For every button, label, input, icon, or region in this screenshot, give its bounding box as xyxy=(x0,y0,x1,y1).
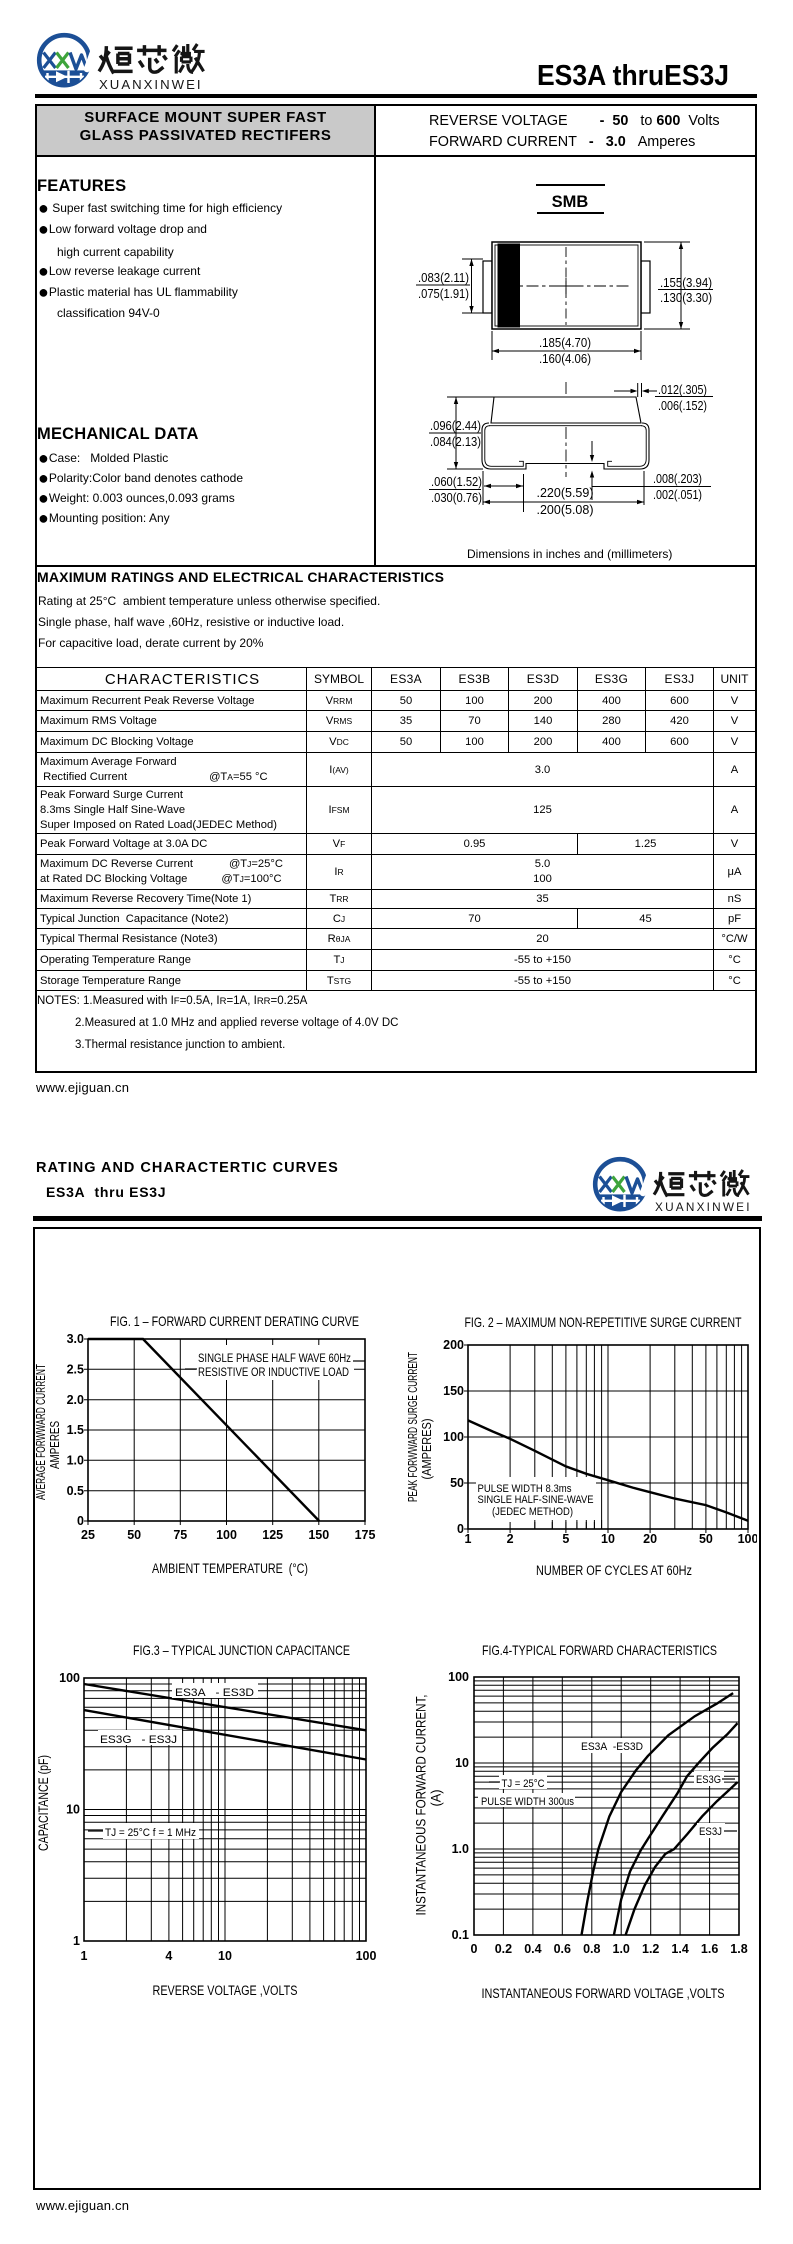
svg-text:100: 100 xyxy=(59,1671,80,1685)
svg-text:10: 10 xyxy=(66,1803,80,1817)
svg-text:.075(1.91): .075(1.91) xyxy=(418,287,469,301)
svg-text:100: 100 xyxy=(356,1949,377,1963)
svg-text:ES3G - ES3J: ES3G - ES3J xyxy=(100,1734,177,1746)
svg-text:(A): (A) xyxy=(429,1790,444,1807)
svg-text:ES3A - ES3D: ES3A - ES3D xyxy=(175,1687,254,1699)
svg-text:SINGLE HALF-SINE-WAVE: SINGLE HALF-SINE-WAVE xyxy=(478,1494,594,1506)
svg-text:FIG. 2 – MAXIMUM NON-REPETITIV: FIG. 2 – MAXIMUM NON-REPETITIVE SURGE CU… xyxy=(465,1314,742,1330)
svg-text:FIG.3 – TYPICAL JUNCTION CAPAC: FIG.3 – TYPICAL JUNCTION CAPACITANCE xyxy=(133,1642,350,1658)
svg-text:INSTANTANEOUS FORWARD VOLTAGE: INSTANTANEOUS FORWARD VOLTAGE ,VOLTS xyxy=(482,1986,725,2001)
svg-text:.060(1.52): .060(1.52) xyxy=(431,475,482,489)
svg-text:.185(4.70): .185(4.70) xyxy=(539,336,591,350)
svg-text:0.2: 0.2 xyxy=(495,1942,512,1956)
svg-text:0: 0 xyxy=(457,1522,464,1536)
svg-text:100: 100 xyxy=(448,1670,469,1684)
svg-text:10: 10 xyxy=(218,1949,232,1963)
svg-text:0: 0 xyxy=(471,1942,478,1956)
svg-text:SMB: SMB xyxy=(552,193,589,211)
svg-text:XUANXINWEI: XUANXINWEI xyxy=(99,77,203,92)
svg-text:20: 20 xyxy=(643,1532,657,1546)
svg-text:.130(3.30): .130(3.30) xyxy=(660,291,712,305)
svg-text:ES3A thruES3J: ES3A thruES3J xyxy=(537,60,729,92)
svg-text:1.6: 1.6 xyxy=(701,1942,718,1956)
svg-text:25: 25 xyxy=(81,1528,95,1542)
svg-text:ES3J: ES3J xyxy=(699,1826,722,1838)
svg-text:.220(5.59): .220(5.59) xyxy=(537,486,594,500)
svg-text:5: 5 xyxy=(562,1532,569,1546)
svg-text:(JEDEC METHOD): (JEDEC METHOD) xyxy=(492,1506,573,1518)
svg-text:150: 150 xyxy=(443,1384,464,1398)
svg-text:TJ = 25°C: TJ = 25°C xyxy=(502,1778,545,1790)
svg-text:0.4: 0.4 xyxy=(524,1942,541,1956)
svg-text:PEAK FORWWARD SURGE CURRENT: PEAK FORWWARD SURGE CURRENT xyxy=(405,1352,420,1502)
svg-text:.002(.051): .002(.051) xyxy=(653,488,702,502)
svg-text:.012(.305): .012(.305) xyxy=(658,383,707,397)
svg-text:NUMBER OF CYCLES AT 60Hz: NUMBER OF CYCLES AT 60Hz xyxy=(536,1563,692,1578)
svg-text:PULSE WIDTH 300us: PULSE WIDTH 300us xyxy=(481,1796,574,1808)
svg-text:100: 100 xyxy=(738,1532,757,1546)
svg-text:REVERSE VOLTAGE ,VOLTS: REVERSE VOLTAGE ,VOLTS xyxy=(153,1983,298,1998)
svg-text:2.0: 2.0 xyxy=(67,1393,84,1407)
svg-text:0.5: 0.5 xyxy=(67,1484,84,1498)
svg-text:AVERAGE FORWWARD CURRENT: AVERAGE FORWWARD CURRENT xyxy=(35,1364,48,1500)
svg-text:0.6: 0.6 xyxy=(554,1942,571,1956)
svg-text:100: 100 xyxy=(443,1430,464,1444)
svg-text:0: 0 xyxy=(77,1514,84,1528)
svg-text:150: 150 xyxy=(308,1528,329,1542)
svg-text:1.5: 1.5 xyxy=(67,1423,84,1437)
svg-text:10: 10 xyxy=(455,1756,469,1770)
svg-text:1: 1 xyxy=(73,1934,80,1948)
svg-text:2: 2 xyxy=(507,1532,514,1546)
svg-text:.030(0.76): .030(0.76) xyxy=(431,491,482,505)
svg-text:ES3A -ES3D: ES3A -ES3D xyxy=(581,1741,643,1753)
svg-text:100: 100 xyxy=(216,1528,237,1542)
svg-text:0.1: 0.1 xyxy=(452,1928,469,1942)
svg-text:CAPACITANCE (pF): CAPACITANCE (pF) xyxy=(36,1755,51,1851)
svg-text:ES3G: ES3G xyxy=(696,1774,721,1786)
svg-text:0.8: 0.8 xyxy=(583,1942,600,1956)
svg-text:4: 4 xyxy=(165,1949,172,1963)
svg-text:1: 1 xyxy=(465,1532,472,1546)
svg-text:RESISTIVE OR INDUCTIVE LOAD: RESISTIVE OR INDUCTIVE LOAD xyxy=(198,1367,349,1379)
svg-text:175: 175 xyxy=(355,1528,376,1542)
svg-text:50: 50 xyxy=(450,1476,464,1490)
svg-text:.155(3.94): .155(3.94) xyxy=(660,276,712,290)
svg-text:TJ = 25°C f = 1 MHz: TJ = 25°C f = 1 MHz xyxy=(105,1827,196,1839)
svg-text:125: 125 xyxy=(262,1528,283,1542)
svg-text:.160(4.06): .160(4.06) xyxy=(539,352,591,366)
svg-text:50: 50 xyxy=(127,1528,141,1542)
svg-text:1.0: 1.0 xyxy=(613,1942,630,1956)
svg-text:75: 75 xyxy=(173,1528,187,1542)
svg-text:3.0: 3.0 xyxy=(67,1332,84,1346)
svg-text:1.2: 1.2 xyxy=(642,1942,659,1956)
svg-text:SINGLE PHASE HALF WAVE 60Hz: SINGLE PHASE HALF WAVE 60Hz xyxy=(198,1353,351,1365)
svg-text:2.5: 2.5 xyxy=(67,1363,84,1377)
svg-text:1.0: 1.0 xyxy=(452,1842,469,1856)
svg-text:PULSE WIDTH 8.3ms: PULSE WIDTH 8.3ms xyxy=(478,1483,572,1495)
svg-text:AMPERES: AMPERES xyxy=(47,1421,62,1469)
svg-text:.083(2.11): .083(2.11) xyxy=(418,271,469,285)
svg-text:AMBIENT TEMPERATURE (°C): AMBIENT TEMPERATURE (°C) xyxy=(152,1561,308,1576)
svg-text:FIG. 1 – FORWARD CURRENT DERAT: FIG. 1 – FORWARD CURRENT DERATING CURVE xyxy=(110,1313,359,1329)
svg-text:(AMPERES): (AMPERES) xyxy=(419,1419,434,1480)
svg-text:FIG.4-TYPICAL FORWARD CHARACTE: FIG.4-TYPICAL FORWARD CHARACTERISTICS xyxy=(482,1642,717,1658)
svg-text:.200(5.08): .200(5.08) xyxy=(537,503,594,517)
svg-text:.008(.203): .008(.203) xyxy=(653,472,702,486)
svg-text:10: 10 xyxy=(601,1532,615,1546)
svg-text:1.0: 1.0 xyxy=(67,1454,84,1468)
svg-text:1.8: 1.8 xyxy=(730,1942,747,1956)
svg-text:1: 1 xyxy=(81,1949,88,1963)
svg-text:INSTANTANEOUS FORWARD CURRENT,: INSTANTANEOUS FORWARD CURRENT, xyxy=(414,1695,429,1916)
svg-text:XUANXINWEI: XUANXINWEI xyxy=(655,1200,752,1214)
svg-text:200: 200 xyxy=(443,1338,464,1352)
svg-text:.006(.152): .006(.152) xyxy=(658,399,707,413)
svg-text:1.4: 1.4 xyxy=(671,1942,688,1956)
svg-text:50: 50 xyxy=(699,1532,713,1546)
